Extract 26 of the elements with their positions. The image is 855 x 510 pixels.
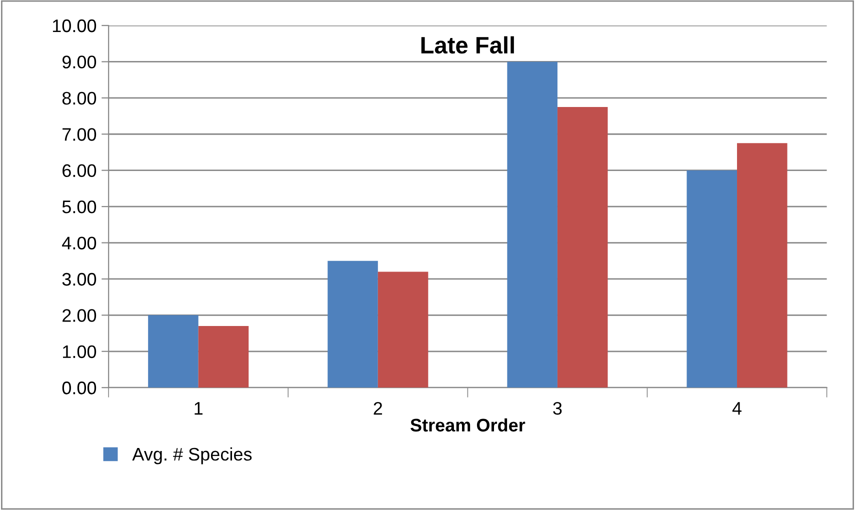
chart-title: Late Fall bbox=[421, 36, 514, 54]
bar bbox=[198, 326, 249, 388]
bar bbox=[737, 143, 788, 388]
bar bbox=[507, 62, 558, 388]
y-tick-label: 1.00 bbox=[63, 345, 96, 358]
x-tick-label: 2 bbox=[374, 402, 382, 415]
y-tick-label: 10.00 bbox=[52, 19, 96, 32]
bar bbox=[328, 260, 378, 388]
y-tick-label: 0.00 bbox=[62, 382, 96, 394]
x-tick-label: 4 bbox=[732, 402, 742, 415]
x-tick-label: 1 bbox=[194, 402, 202, 415]
bar bbox=[557, 106, 608, 388]
y-tick-label: 4.00 bbox=[62, 236, 96, 250]
y-tick-label: 3.00 bbox=[62, 272, 96, 286]
x-tick-label: 3 bbox=[553, 402, 562, 415]
y-tick-label: 9.00 bbox=[62, 56, 96, 68]
x-axis-title: Stream Order bbox=[410, 418, 526, 432]
bar bbox=[148, 315, 198, 388]
y-tick-label: 7.00 bbox=[62, 128, 96, 141]
y-tick-label: 2.00 bbox=[62, 309, 96, 322]
bar bbox=[378, 272, 428, 388]
bar bbox=[686, 170, 738, 388]
y-tick-label: 5.00 bbox=[62, 200, 96, 214]
legend-label: Avg. # Species bbox=[132, 447, 252, 464]
y-tick-label: 8.00 bbox=[62, 92, 96, 105]
y-tick-label: 6.00 bbox=[62, 164, 96, 178]
